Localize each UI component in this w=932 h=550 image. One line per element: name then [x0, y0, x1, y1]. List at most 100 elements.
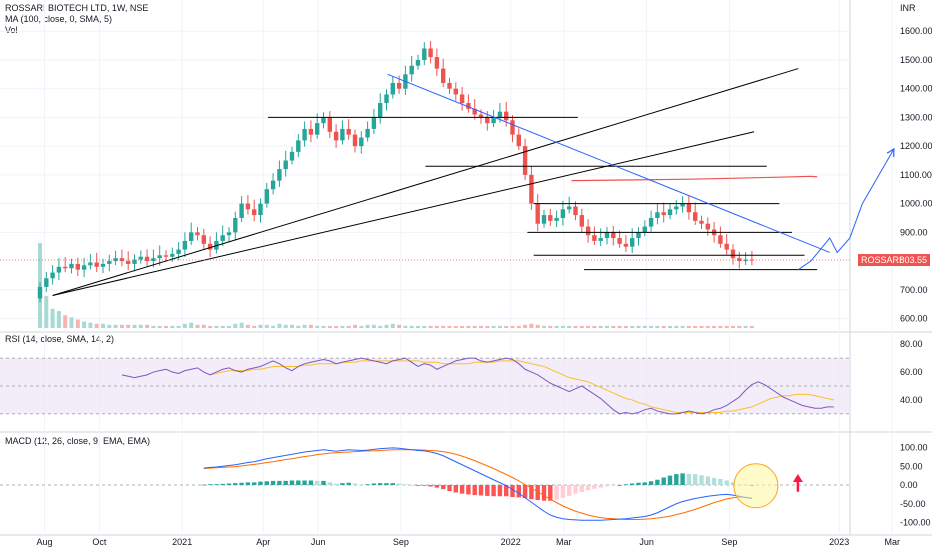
candle — [195, 232, 200, 236]
x-tick-label: Jun — [311, 537, 326, 547]
macd-hist-bar — [491, 485, 496, 497]
volume-bar — [579, 325, 584, 328]
ma-legend[interactable]: MA (100, close, 0, SMA, 5) — [5, 14, 113, 24]
candle — [151, 258, 156, 262]
x-tick-label: Mar — [885, 537, 901, 547]
volume-bar — [554, 325, 559, 328]
macd-legend[interactable]: MACD (12, 26, close, 9, EMA, EMA) — [5, 436, 151, 446]
y-tick-label: 1600.00 — [900, 26, 932, 36]
macd-hist-bar — [252, 482, 257, 485]
macd-hist-bar — [674, 474, 679, 485]
projection-line — [797, 148, 895, 271]
macd-hist-bar — [567, 485, 572, 496]
candle — [220, 235, 225, 241]
macd-hist-bar — [667, 475, 673, 485]
macd-hist-bar — [359, 484, 364, 486]
y-tick-label: 1500.00 — [900, 55, 932, 65]
volume-bar — [296, 325, 301, 328]
trend-line — [52, 68, 799, 297]
volume-bar — [56, 311, 61, 328]
y-tick-label: 1400.00 — [900, 84, 932, 94]
candle — [264, 189, 269, 204]
candle — [560, 209, 566, 218]
volume-bar — [151, 325, 156, 328]
volume-bar — [743, 325, 748, 328]
macd-hist-bar — [396, 483, 402, 485]
volume-bar — [466, 325, 471, 328]
candle — [598, 238, 603, 241]
candle — [453, 88, 458, 95]
candle — [270, 180, 276, 190]
macd-hist-bar — [327, 482, 332, 485]
candle — [472, 108, 477, 115]
candle — [315, 123, 320, 135]
trend-line — [52, 131, 755, 297]
macd-hist-bar — [529, 485, 534, 500]
candle — [157, 255, 162, 259]
rsi-ma-line — [209, 360, 834, 413]
candle — [541, 215, 547, 224]
candle — [81, 265, 87, 270]
volume-bar — [447, 325, 452, 328]
volume-bar — [649, 325, 654, 328]
macd-hist-bar — [384, 483, 389, 485]
volume-bar — [548, 325, 553, 328]
candle — [529, 174, 534, 204]
vol-legend[interactable]: Vol — [5, 25, 18, 35]
macd-hist-bar — [447, 485, 452, 491]
rsi-tick-label: 80.00 — [900, 339, 923, 349]
macd-hist-bar — [289, 480, 295, 485]
macd-hist-bar — [478, 485, 484, 496]
projection-arrowhead — [886, 147, 895, 158]
volume-bar — [138, 324, 143, 328]
candle — [346, 128, 351, 135]
volume-bar — [642, 325, 647, 328]
volume-bar — [157, 325, 162, 328]
candle — [170, 253, 175, 257]
volume-bar — [749, 325, 754, 328]
candle — [371, 117, 377, 129]
price-tag-value: 803.55 — [899, 255, 927, 265]
macd-tick-label: 100.00 — [900, 443, 928, 453]
macd-hist-bar — [554, 485, 559, 500]
candle — [718, 235, 723, 244]
volume-bar — [63, 315, 68, 328]
y-tick-label: 900.00 — [900, 227, 928, 237]
candle — [730, 249, 736, 259]
rsi-legend[interactable]: RSI (14, close, SMA, 14, 2) — [5, 334, 115, 344]
volume-bar — [264, 324, 269, 328]
candle — [132, 259, 137, 264]
candle — [434, 57, 440, 69]
volume-bar — [441, 325, 446, 328]
macd-hist-bar — [422, 485, 427, 486]
candle — [182, 240, 188, 250]
volume-bar — [699, 325, 704, 328]
volume-bar — [693, 325, 698, 328]
candle — [384, 94, 389, 104]
candle — [69, 263, 74, 269]
volume-bar — [636, 325, 641, 328]
macd-hist-bar — [378, 483, 383, 485]
volume-bar — [516, 325, 521, 328]
volume-bar — [479, 325, 483, 328]
macd-hist-bar — [201, 484, 206, 486]
volume-bar — [126, 324, 131, 328]
volume-bar — [119, 324, 124, 328]
candle — [390, 82, 395, 95]
volume-bar — [529, 323, 534, 328]
candle — [592, 235, 597, 241]
volume-bar — [655, 325, 660, 328]
macd-hist-bar — [693, 474, 698, 485]
volume-bar — [504, 325, 509, 328]
candle — [567, 206, 572, 210]
macd-hist-bar — [648, 481, 654, 485]
candle — [327, 117, 332, 132]
volume-bar — [50, 308, 55, 328]
macd-hist-bar — [434, 485, 440, 488]
candle — [44, 278, 49, 287]
volume-bar — [611, 325, 616, 328]
candle — [340, 128, 345, 141]
candle — [359, 137, 364, 147]
macd-tick-label: 0.00 — [900, 480, 918, 490]
